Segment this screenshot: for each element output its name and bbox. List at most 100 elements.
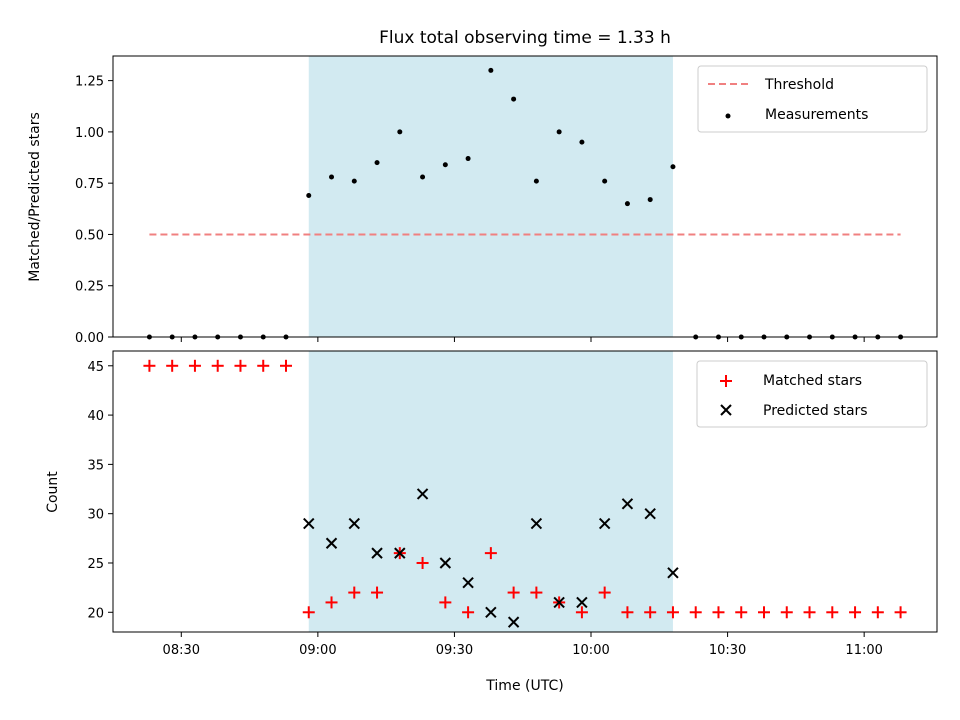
bottom-y-tick-label: 20 — [87, 606, 104, 621]
bottom-y-tick-label: 45 — [87, 360, 104, 375]
predicted-star-point — [394, 547, 406, 559]
predicted-star-point — [576, 596, 588, 609]
top-y-tick-label: 0.25 — [75, 280, 104, 295]
matched-star-point — [484, 547, 497, 560]
matched-star-point — [439, 596, 452, 609]
matched-star-point — [166, 359, 179, 372]
matched-star-point — [462, 606, 475, 619]
matched-star-point — [894, 606, 907, 619]
top-y-tick-label: 0.50 — [75, 228, 104, 243]
x-tick-label: 09:30 — [436, 643, 473, 658]
matched-star-point — [803, 606, 816, 619]
matched-star-point — [735, 606, 748, 619]
measurement-point — [442, 162, 448, 168]
legend-matched-label: Matched stars — [763, 373, 862, 389]
x-axis-label: Time (UTC) — [485, 678, 563, 694]
predicted-star-point — [644, 507, 656, 520]
predicted-star-point — [348, 517, 360, 530]
matched-star-point — [644, 606, 657, 619]
matched-star-point — [371, 586, 384, 599]
bottom-legend-box — [696, 360, 928, 428]
legend-predicted-label: Predicted stars — [763, 403, 868, 419]
measurement-point — [397, 129, 403, 135]
predicted-star-point — [325, 537, 338, 549]
legend-threshold-label: Threshold — [764, 77, 834, 93]
x-tick-label: 10:00 — [572, 643, 609, 658]
measurement-point — [306, 192, 312, 198]
bottom-observing-window — [308, 351, 673, 632]
chart-title: Flux total observing time = 1.33 h — [379, 28, 671, 48]
measurement-point — [647, 197, 653, 203]
measurement-point — [533, 178, 539, 184]
matched-star-point — [302, 606, 315, 619]
bottom-plot-layer — [143, 359, 907, 628]
top-y-tick-label: 1.25 — [75, 75, 104, 90]
top-legend-box — [697, 65, 928, 133]
matched-star-point — [871, 606, 884, 619]
measurement-point — [511, 96, 517, 102]
legend-matched-swatch — [720, 375, 732, 387]
matched-star-point — [575, 606, 588, 619]
matched-star-point — [507, 586, 520, 599]
measurement-point — [420, 174, 426, 180]
top-y-tick-label: 1.00 — [75, 126, 104, 141]
predicted-star-point — [439, 557, 452, 569]
matched-star-point — [234, 359, 247, 372]
matched-star-point — [826, 606, 839, 619]
top-y-tick-label: 0.00 — [75, 331, 104, 346]
matched-star-point — [621, 606, 634, 619]
bottom-shaded-region-layer — [308, 351, 673, 632]
predicted-star-point — [667, 567, 679, 579]
bottom-panel: 20 25 30 35 40 45 08:30 09:00 09:30 10:00 10:30 11… — [45, 350, 938, 694]
matched-star-point — [689, 606, 702, 619]
bottom-y-ticks: 20 25 30 35 40 45 — [87, 360, 113, 621]
matched-star-point — [279, 359, 292, 372]
legend-measurements-label: Measurements — [765, 107, 868, 123]
bottom-x-ticks: 08:30 09:00 09:30 10:00 10:30 11:00 — [163, 632, 883, 658]
predicted-star-point — [303, 517, 315, 530]
top-y-ticks: 0.00 0.25 0.50 0.75 1.00 1.25 — [75, 75, 113, 346]
bottom-legend: Matched stars Predicted stars — [696, 360, 928, 428]
x-tick-label: 10:30 — [709, 643, 746, 658]
measurement-point — [329, 174, 335, 180]
top-observing-window — [308, 56, 673, 337]
measurement-point — [602, 178, 608, 184]
matched-star-point — [257, 359, 270, 372]
bottom-y-axis-label: Count — [45, 471, 61, 513]
x-tick-label: 08:30 — [163, 643, 200, 658]
bottom-y-tick-label: 25 — [87, 557, 104, 572]
measurement-point — [556, 129, 562, 135]
top-legend: Threshold Measurements — [697, 65, 928, 133]
matched-star-point — [780, 606, 793, 619]
matched-star-point — [143, 359, 156, 372]
matched-star-point — [211, 359, 224, 372]
matched-star-point — [325, 596, 338, 609]
top-axes-frame — [112, 55, 938, 338]
predicted-star-point — [507, 616, 520, 628]
measurement-point — [351, 178, 357, 184]
matched-star-point — [849, 606, 862, 619]
predicted-star-point — [485, 606, 497, 618]
matched-star-point — [530, 586, 543, 599]
legend-measurements-swatch — [725, 113, 731, 119]
top-shaded-region-layer — [308, 56, 673, 337]
matched-star-point — [712, 606, 725, 619]
predicted-star-point — [553, 596, 565, 609]
legend-predicted-swatch — [720, 404, 732, 416]
measurement-point — [465, 156, 471, 162]
x-tick-label: 09:00 — [299, 643, 336, 658]
matched-star-point — [416, 556, 429, 569]
measurement-point — [624, 201, 630, 207]
top-y-tick-label: 0.75 — [75, 177, 104, 192]
predicted-star-point — [462, 576, 474, 589]
top-y-axis-label: Matched/Predicted stars — [27, 112, 43, 282]
predicted-star-point — [371, 547, 383, 559]
bottom-y-tick-label: 35 — [87, 458, 104, 473]
predicted-star-point — [621, 498, 634, 510]
matched-star-point — [188, 359, 201, 372]
matched-star-point — [598, 586, 611, 599]
predicted-star-point — [530, 517, 543, 530]
matched-star-point — [758, 606, 771, 619]
top-plot-layer — [146, 67, 904, 340]
